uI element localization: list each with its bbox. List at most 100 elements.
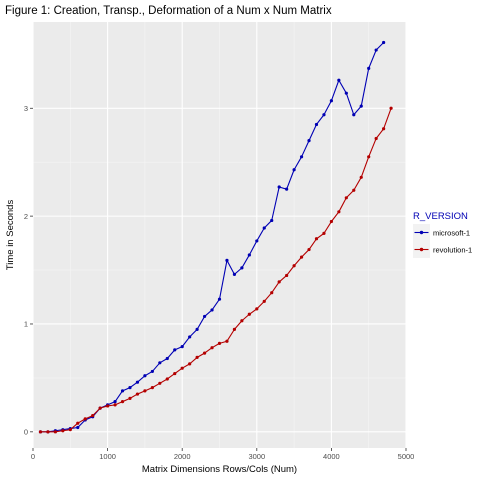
data-point-microsoft-1 <box>165 356 169 361</box>
data-point-revolution-1 <box>135 392 140 396</box>
data-point-revolution-1 <box>382 127 386 131</box>
data-point-revolution-1 <box>255 307 259 311</box>
data-point-revolution-1 <box>83 417 87 421</box>
data-point-revolution-1 <box>38 430 43 434</box>
x-tick-label: 3000 <box>248 452 265 461</box>
data-point-microsoft-1 <box>382 40 386 45</box>
data-point-microsoft-1 <box>188 335 192 339</box>
data-series <box>38 40 393 434</box>
data-point-revolution-1 <box>158 381 162 385</box>
data-point-microsoft-1 <box>180 345 184 349</box>
data-point-microsoft-1 <box>292 168 296 172</box>
data-point-revolution-1 <box>165 377 169 381</box>
data-point-revolution-1 <box>359 175 363 179</box>
x-tick-label: 4000 <box>323 452 340 461</box>
data-point-revolution-1 <box>106 404 110 408</box>
data-point-microsoft-1 <box>158 361 162 365</box>
legend-title: R_VERSION <box>413 211 468 222</box>
legend: R_VERSION microsoft-1 revolution-1 <box>413 211 472 258</box>
data-point-revolution-1 <box>389 106 393 110</box>
data-point-revolution-1 <box>143 389 147 393</box>
data-point-revolution-1 <box>46 430 50 434</box>
data-point-microsoft-1 <box>210 308 214 312</box>
x-tick-label: 0 <box>31 452 35 461</box>
data-point-revolution-1 <box>195 355 199 360</box>
data-point-microsoft-1 <box>344 91 348 95</box>
axes: 0 1000 2000 3000 4000 5000 0 1 2 3 <box>24 104 415 461</box>
data-point-revolution-1 <box>232 327 237 331</box>
data-point-microsoft-1 <box>359 104 363 108</box>
data-point-microsoft-1 <box>374 48 378 52</box>
data-point-revolution-1 <box>98 406 102 410</box>
x-tick-label: 2000 <box>174 452 191 461</box>
data-point-microsoft-1 <box>217 297 222 301</box>
data-point-microsoft-1 <box>337 78 341 82</box>
data-point-revolution-1 <box>173 371 177 376</box>
series-revolution-1 <box>38 106 393 434</box>
data-point-revolution-1 <box>337 210 341 214</box>
data-point-microsoft-1 <box>262 226 266 230</box>
data-point-microsoft-1 <box>367 66 371 70</box>
data-point-microsoft-1 <box>299 155 304 159</box>
series-line-revolution-1 <box>40 108 392 433</box>
data-point-microsoft-1 <box>247 253 251 257</box>
data-point-revolution-1 <box>270 291 274 295</box>
data-point-revolution-1 <box>53 430 57 434</box>
data-point-microsoft-1 <box>173 348 177 352</box>
data-point-revolution-1 <box>188 362 192 366</box>
data-point-microsoft-1 <box>202 314 207 319</box>
data-point-microsoft-1 <box>255 239 259 243</box>
data-point-revolution-1 <box>128 396 132 400</box>
data-point-microsoft-1 <box>277 185 281 189</box>
data-point-microsoft-1 <box>329 99 333 103</box>
data-point-microsoft-1 <box>135 380 140 384</box>
legend-label-revolution-1: revolution-1 <box>433 245 472 254</box>
data-point-revolution-1 <box>91 414 95 418</box>
data-point-revolution-1 <box>329 219 333 224</box>
data-point-revolution-1 <box>217 341 222 345</box>
data-point-microsoft-1 <box>322 113 326 117</box>
data-point-revolution-1 <box>344 196 348 200</box>
data-point-revolution-1 <box>113 403 117 407</box>
data-point-microsoft-1 <box>285 187 289 191</box>
x-tick-label: 5000 <box>398 452 415 461</box>
data-point-revolution-1 <box>299 255 304 259</box>
data-point-microsoft-1 <box>120 389 125 393</box>
data-point-revolution-1 <box>314 237 319 241</box>
data-point-microsoft-1 <box>307 139 311 143</box>
y-tick-label: 1 <box>24 320 28 329</box>
data-point-microsoft-1 <box>314 122 319 127</box>
legend-key-point <box>419 230 424 235</box>
data-point-microsoft-1 <box>128 386 132 390</box>
data-point-revolution-1 <box>240 319 244 323</box>
chart-title: Figure 1: Creation, Transp., Deformation… <box>5 5 332 17</box>
y-tick-label: 0 <box>24 428 28 437</box>
data-point-microsoft-1 <box>195 327 199 331</box>
data-point-revolution-1 <box>150 386 154 390</box>
data-point-revolution-1 <box>76 421 80 425</box>
data-point-revolution-1 <box>367 155 371 159</box>
data-point-revolution-1 <box>202 351 207 355</box>
data-point-microsoft-1 <box>352 113 356 117</box>
data-point-microsoft-1 <box>113 400 117 404</box>
data-point-microsoft-1 <box>76 425 80 430</box>
data-point-revolution-1 <box>292 264 296 268</box>
y-tick-label: 3 <box>24 104 28 113</box>
data-point-revolution-1 <box>68 428 72 432</box>
data-point-microsoft-1 <box>240 266 244 270</box>
y-tick-label: 2 <box>24 212 28 221</box>
legend-label-microsoft-1: microsoft-1 <box>433 228 470 237</box>
data-point-revolution-1 <box>277 280 281 284</box>
data-point-microsoft-1 <box>143 374 147 378</box>
data-point-revolution-1 <box>322 231 326 235</box>
data-point-revolution-1 <box>225 339 229 343</box>
y-axis-title: Time in Seconds <box>5 200 16 271</box>
grid-lines <box>32 22 407 448</box>
data-point-microsoft-1 <box>150 369 154 374</box>
data-point-microsoft-1 <box>232 272 237 276</box>
data-point-revolution-1 <box>61 429 65 433</box>
data-point-revolution-1 <box>374 136 378 141</box>
data-point-revolution-1 <box>307 247 311 252</box>
x-axis-title: Matrix Dimensions Rows/Cols (Num) <box>142 464 297 475</box>
